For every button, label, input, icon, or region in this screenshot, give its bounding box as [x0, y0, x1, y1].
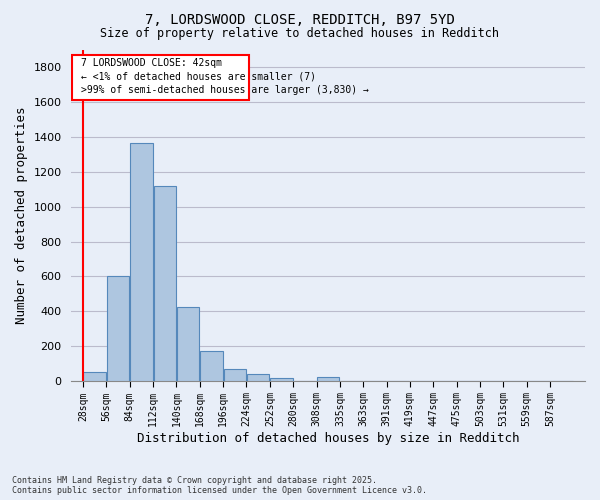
- Bar: [270, 378, 293, 381]
- Text: 7 LORDSWOOD CLOSE: 42sqm: 7 LORDSWOOD CLOSE: 42sqm: [81, 58, 222, 68]
- Bar: [247, 374, 269, 381]
- Bar: [83, 372, 106, 381]
- Bar: [317, 378, 340, 381]
- Bar: [72, 55, 249, 100]
- Text: Size of property relative to detached houses in Redditch: Size of property relative to detached ho…: [101, 28, 499, 40]
- Text: ← <1% of detached houses are smaller (7): ← <1% of detached houses are smaller (7): [81, 72, 316, 82]
- Text: 7, LORDSWOOD CLOSE, REDDITCH, B97 5YD: 7, LORDSWOOD CLOSE, REDDITCH, B97 5YD: [145, 12, 455, 26]
- Bar: [200, 351, 223, 381]
- Bar: [107, 276, 130, 381]
- Text: >99% of semi-detached houses are larger (3,830) →: >99% of semi-detached houses are larger …: [81, 84, 368, 94]
- Y-axis label: Number of detached properties: Number of detached properties: [15, 106, 28, 324]
- X-axis label: Distribution of detached houses by size in Redditch: Distribution of detached houses by size …: [137, 432, 520, 445]
- Bar: [177, 307, 199, 381]
- Bar: [154, 186, 176, 381]
- Text: Contains HM Land Registry data © Crown copyright and database right 2025.
Contai: Contains HM Land Registry data © Crown c…: [12, 476, 427, 495]
- Bar: [224, 370, 246, 381]
- Bar: [130, 143, 152, 381]
